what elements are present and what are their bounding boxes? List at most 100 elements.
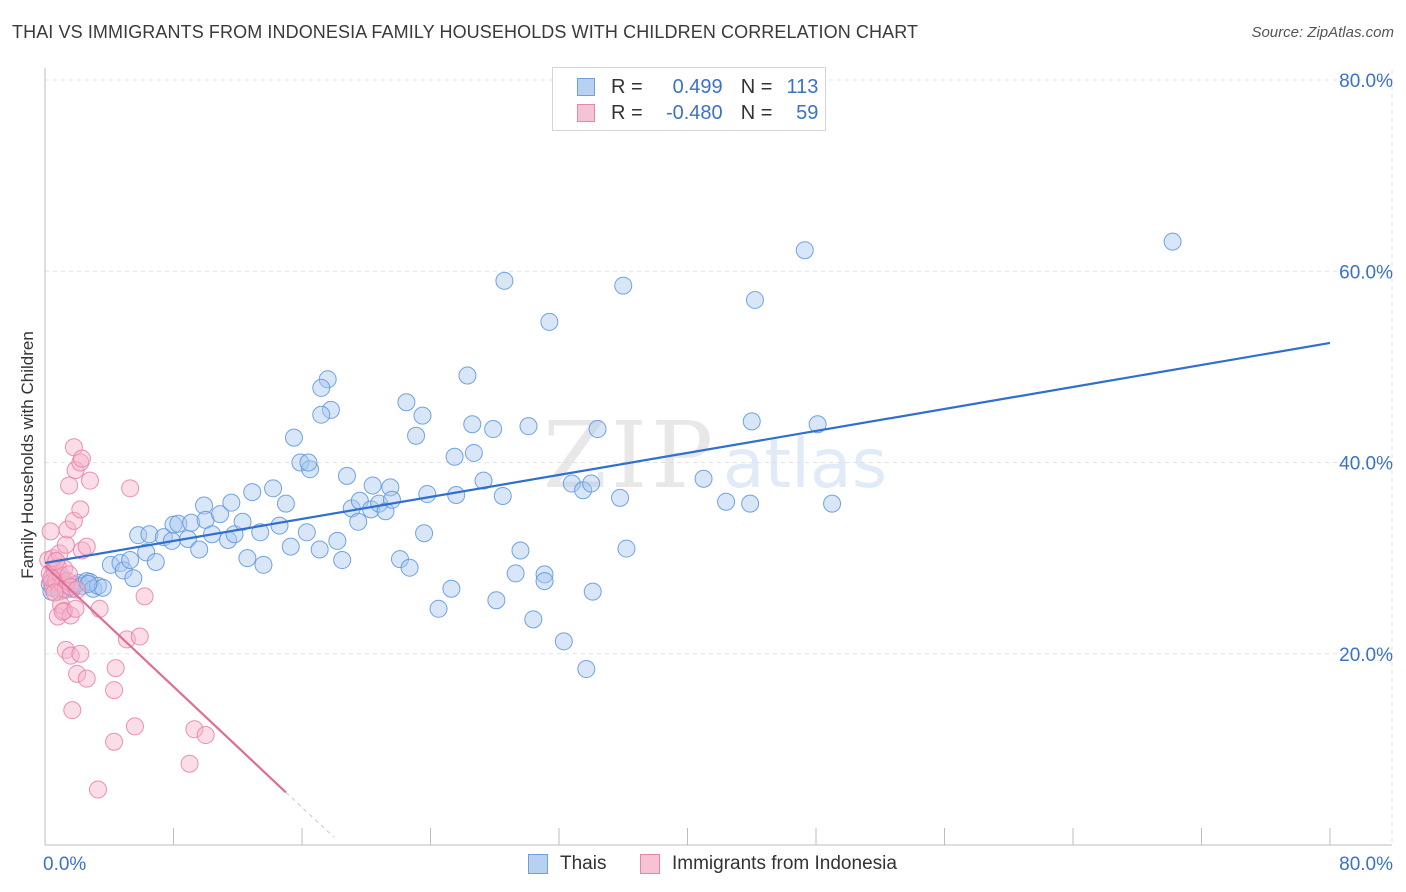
thais-trend-line xyxy=(44,341,1331,564)
indonesia-point xyxy=(66,599,85,618)
thais-point xyxy=(140,525,159,544)
thais-point xyxy=(114,561,133,580)
x-tick-label: 80.0% xyxy=(1339,854,1393,875)
legend-r-value-thais: 0.499 xyxy=(672,75,723,98)
thais-point xyxy=(79,574,98,593)
bottom-legend-swatch-thais xyxy=(528,854,548,874)
thais-point xyxy=(524,610,543,629)
thais-point xyxy=(474,471,493,490)
thais-point xyxy=(614,276,633,295)
thais-point xyxy=(400,558,419,577)
thais-point xyxy=(519,417,538,436)
indonesia-point xyxy=(42,569,61,588)
bottom-legend-label-thais: Thais xyxy=(560,853,607,874)
correlation-legend: R = 0.499 N = 113 R = -0.480 N = 59 xyxy=(552,67,826,131)
bottom-legend-thais: Thais xyxy=(528,852,606,876)
thais-point xyxy=(487,591,506,610)
thais-point xyxy=(1163,232,1182,251)
watermark-atlas: atlas xyxy=(723,425,887,504)
thais-point xyxy=(493,486,512,505)
thais-point xyxy=(284,428,303,447)
indonesia-point xyxy=(89,780,108,799)
indonesia-point xyxy=(63,701,82,720)
thais-point xyxy=(413,406,432,425)
x-tick-label: 0.0% xyxy=(43,854,86,875)
thais-point xyxy=(299,453,318,472)
chart-title: THAI VS IMMIGRANTS FROM INDONESIA FAMILY… xyxy=(12,22,919,42)
y-tick-label: 20.0% xyxy=(1339,645,1393,666)
thais-point xyxy=(397,393,416,412)
indonesia-point xyxy=(41,522,60,541)
thais-point xyxy=(540,312,559,331)
legend-r-label: R = xyxy=(611,101,643,124)
indonesia-point xyxy=(105,681,124,700)
legend-n-label: N = xyxy=(740,75,773,98)
thais-point xyxy=(535,565,554,584)
thais-point xyxy=(808,415,827,434)
gridlines xyxy=(45,70,1393,845)
thais-point xyxy=(254,555,273,574)
thais-point xyxy=(418,485,437,504)
thais-point xyxy=(694,469,713,488)
thais-point xyxy=(349,512,368,531)
y-tick-label: 40.0% xyxy=(1339,454,1393,475)
thais-point xyxy=(588,420,607,439)
thais-point xyxy=(222,493,241,512)
legend-swatch-indonesia xyxy=(577,104,595,122)
thais-point xyxy=(554,632,573,651)
y-tick-label: 80.0% xyxy=(1339,71,1393,92)
thais-point xyxy=(312,405,331,424)
legend-n-value-thais: 113 xyxy=(786,75,819,98)
thais-point xyxy=(333,551,352,570)
thais-point xyxy=(137,543,156,562)
axes xyxy=(44,68,1392,846)
thais-point xyxy=(382,490,401,509)
indonesia-point xyxy=(185,720,204,739)
source-label: Source: ZipAtlas.com xyxy=(1251,24,1394,41)
indonesia-point xyxy=(60,476,79,495)
bottom-legend-indonesia: Immigrants from Indonesia xyxy=(640,852,897,876)
indonesia-point xyxy=(125,717,144,736)
indonesia-point xyxy=(90,599,109,618)
thais-point xyxy=(182,513,201,532)
thais-point xyxy=(562,474,581,493)
thais-point xyxy=(495,271,514,290)
thais-point xyxy=(310,540,329,559)
thais-point xyxy=(445,447,464,466)
thais-point xyxy=(297,523,316,542)
thais-point xyxy=(233,512,252,531)
tick-labels: 80.0% 60.0% 40.0% 20.0% 0.0% 80.0% xyxy=(43,71,1393,875)
indonesia-trend-line xyxy=(44,564,287,794)
indonesia-point xyxy=(130,627,149,646)
indonesia-point xyxy=(121,479,140,498)
indonesia-point xyxy=(135,587,154,606)
thais-point xyxy=(583,582,602,601)
data-points xyxy=(39,232,1182,799)
thais-point xyxy=(301,460,320,479)
thais-point xyxy=(264,479,283,498)
legend-n-value-indonesia: 59 xyxy=(796,101,819,124)
thais-point xyxy=(447,486,466,505)
thais-point xyxy=(238,549,257,568)
indonesia-point xyxy=(80,471,99,490)
indonesia-point xyxy=(77,537,96,556)
indonesia-point xyxy=(68,580,87,599)
thais-point xyxy=(270,516,289,535)
thais-point xyxy=(582,474,601,493)
thais-point xyxy=(442,579,461,598)
legend-n-label: N = xyxy=(740,101,773,124)
thais-point xyxy=(506,564,525,583)
indonesia-point xyxy=(45,583,64,602)
indonesia-point xyxy=(106,659,125,678)
thais-point xyxy=(121,551,140,570)
thais-point xyxy=(577,660,596,679)
thais-point xyxy=(146,552,165,571)
thais-point xyxy=(190,540,209,559)
thais-point xyxy=(337,466,356,485)
thais-point xyxy=(535,572,554,591)
thais-point xyxy=(415,524,434,543)
watermark-zip: ZIP xyxy=(543,402,717,509)
thais-point xyxy=(741,494,760,513)
watermark: ZIP atlas xyxy=(543,402,887,509)
thais-point xyxy=(617,539,636,558)
